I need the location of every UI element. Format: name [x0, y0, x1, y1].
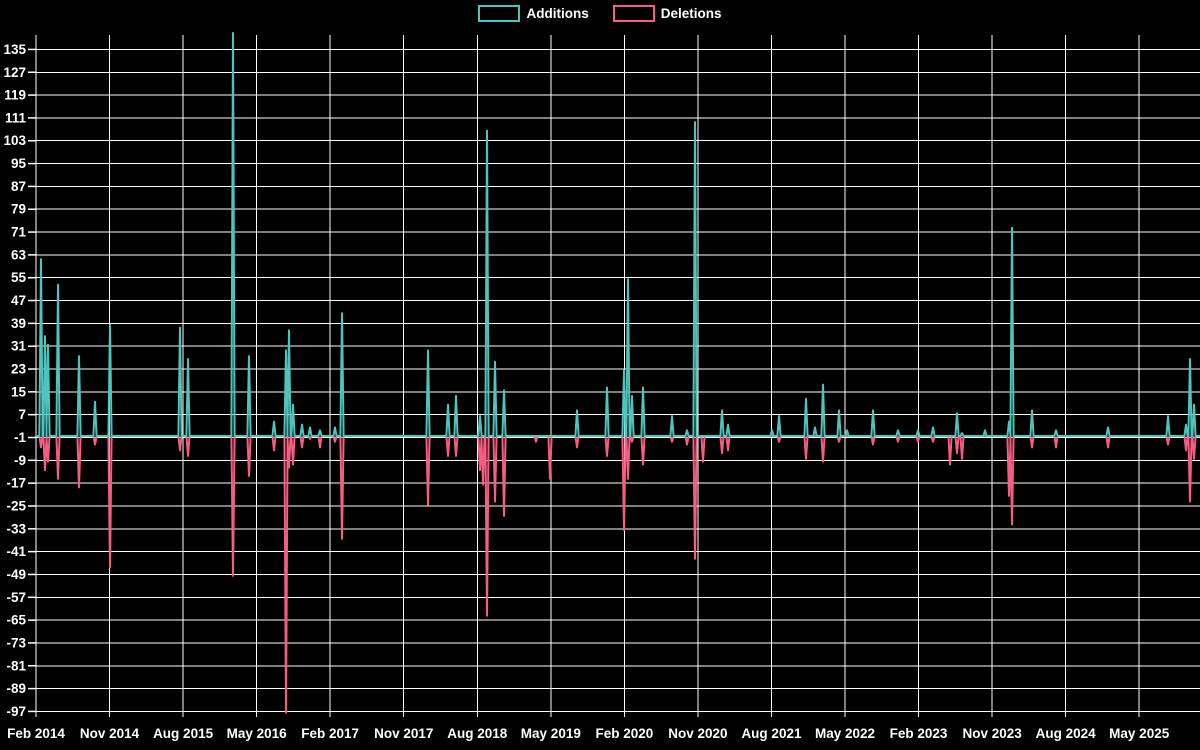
additions-swatch-icon [478, 5, 521, 22]
y-tick-label: 119 [4, 88, 26, 103]
x-tick-label: Nov 2014 [80, 726, 140, 741]
y-tick-label: -89 [6, 681, 26, 696]
y-tick-label: 87 [11, 179, 26, 194]
y-tick-label: 71 [11, 225, 27, 240]
y-tick-label: -97 [6, 704, 26, 719]
y-tick-label: -65 [6, 613, 26, 628]
deletions-swatch-icon [612, 5, 655, 22]
y-tick-label: -41 [6, 544, 26, 559]
x-tick-label: Nov 2017 [374, 726, 433, 741]
legend-item-deletions[interactable]: Deletions [612, 5, 722, 22]
y-tick-label: 63 [11, 247, 27, 262]
y-tick-label: -33 [6, 521, 26, 536]
y-tick-label: -49 [6, 567, 26, 582]
y-tick-label: 7 [18, 407, 26, 422]
y-tick-label: 127 [3, 65, 26, 80]
y-tick-label: -25 [6, 498, 26, 513]
y-tick-label: -73 [6, 635, 26, 650]
x-tick-label: Aug 2018 [447, 726, 508, 741]
legend-item-additions[interactable]: Additions [478, 5, 589, 22]
x-tick-label: Feb 2017 [301, 726, 359, 741]
legend-label-deletions: Deletions [660, 5, 722, 21]
y-tick-label: 135 [3, 42, 26, 57]
x-tick-label: Nov 2020 [668, 726, 727, 741]
y-tick-label: 55 [11, 270, 27, 285]
x-tick-label: May 2025 [1109, 726, 1170, 741]
x-tick-label: Nov 2023 [962, 726, 1022, 741]
legend-label-additions: Additions [526, 5, 589, 21]
y-tick-label: -1 [14, 430, 26, 445]
x-tick-label: Aug 2021 [741, 726, 802, 741]
x-tick-label: May 2019 [521, 726, 581, 741]
y-tick-label: -57 [6, 590, 26, 605]
y-tick-label: 103 [3, 133, 26, 148]
x-tick-label: May 2016 [227, 726, 288, 741]
x-tick-label: Feb 2014 [7, 726, 65, 741]
x-tick-label: Aug 2015 [153, 726, 214, 741]
y-tick-label: -17 [6, 476, 26, 491]
y-tick-label: 95 [11, 156, 27, 171]
x-tick-label: Feb 2020 [595, 726, 653, 741]
x-tick-label: May 2022 [815, 726, 875, 741]
y-tick-label: 111 [5, 110, 27, 125]
y-tick-label: 15 [11, 384, 27, 399]
chart-legend: Additions Deletions [0, 5, 1200, 22]
y-tick-label: 79 [11, 202, 26, 217]
y-tick-label: -9 [14, 453, 26, 468]
additions-series-line [36, 32, 1200, 437]
y-tick-label: -81 [6, 658, 26, 673]
y-tick-label: 47 [11, 293, 26, 308]
y-tick-label: 23 [11, 362, 27, 377]
x-tick-label: Aug 2024 [1036, 726, 1097, 741]
y-tick-label: 39 [11, 316, 26, 331]
x-tick-label: Feb 2023 [890, 726, 948, 741]
y-tick-label: 31 [11, 339, 27, 354]
